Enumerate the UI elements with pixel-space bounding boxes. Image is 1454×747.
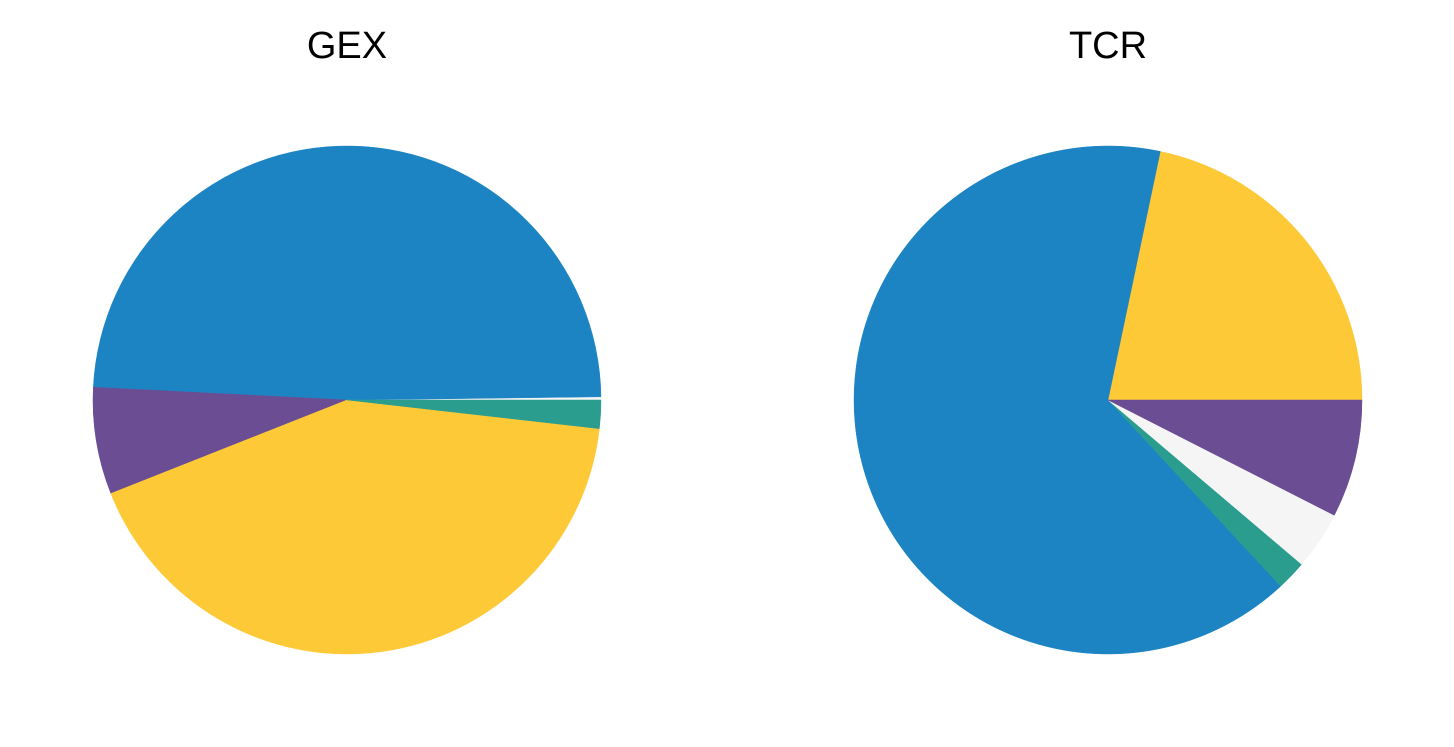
pie-slice-gex-2 — [92, 386, 348, 494]
pie-chart-tcr: TCR — [853, 25, 1363, 655]
pie-slices-gex — [92, 145, 602, 655]
pie-chart-gex: GEX — [92, 25, 602, 655]
pie-slice-tcr-4 — [1107, 399, 1363, 516]
chart-title-gex: GEX — [307, 25, 387, 67]
pie-slice-gex-1 — [93, 145, 602, 401]
pie-slice-gex-3 — [110, 399, 600, 655]
pie-slices-tcr — [853, 145, 1363, 655]
pie-slice-tcr-0 — [1107, 151, 1363, 401]
chart-title-tcr: TCR — [1069, 25, 1147, 67]
pie-slice-gex-4 — [346, 399, 602, 429]
pie-slice-tcr-1 — [853, 145, 1282, 655]
